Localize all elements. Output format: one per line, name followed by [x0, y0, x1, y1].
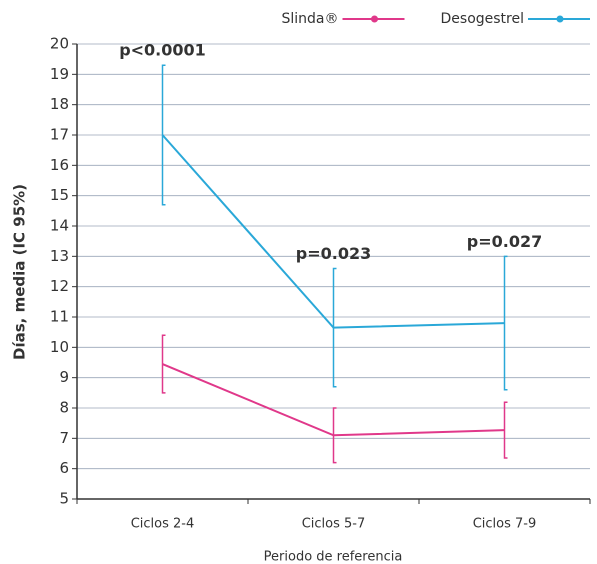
- error-bar: [161, 64, 166, 206]
- legend-marker: [556, 15, 564, 23]
- y-tick-label: 8: [59, 399, 69, 417]
- y-tick-label: 13: [50, 247, 69, 265]
- y-tick-label: 19: [50, 65, 69, 83]
- legend-marker: [371, 15, 378, 23]
- y-tick-label: 15: [50, 186, 69, 204]
- y-tick-label: 20: [50, 35, 69, 53]
- y-tick-label: 18: [50, 95, 69, 113]
- legend-label: Slinda®: [281, 11, 338, 27]
- error-bar: [161, 334, 166, 394]
- legend-label: Desogestrel: [441, 11, 525, 27]
- x-tick-label: Ciclos 2-4: [131, 517, 195, 532]
- y-tick-label: 16: [50, 156, 69, 174]
- y-tick-label: 7: [59, 429, 69, 447]
- y-tick-label: 12: [50, 277, 69, 295]
- x-axis-label: Periodo de referencia: [264, 550, 403, 564]
- y-tick-label: 14: [50, 217, 69, 235]
- y-tick-label: 11: [50, 308, 69, 326]
- annotation: p=0.027: [467, 232, 542, 251]
- error-bar: [332, 407, 337, 464]
- y-tick-label: 9: [59, 368, 69, 386]
- x-tick-label: Ciclos 5-7: [302, 517, 366, 532]
- error-bar: [503, 401, 508, 459]
- annotation: p<0.0001: [119, 41, 206, 60]
- error-bar: [332, 267, 337, 388]
- x-tick-label: Ciclos 7-9: [473, 517, 537, 532]
- annotation: p=0.023: [296, 244, 371, 263]
- error-bar: [503, 255, 508, 391]
- y-tick-label: 17: [50, 126, 69, 144]
- y-tick-label: 5: [59, 490, 69, 508]
- y-tick-label: 10: [50, 338, 69, 356]
- y-axis-label: Días, media (IC 95%): [11, 184, 29, 360]
- y-tick-label: 6: [59, 459, 69, 477]
